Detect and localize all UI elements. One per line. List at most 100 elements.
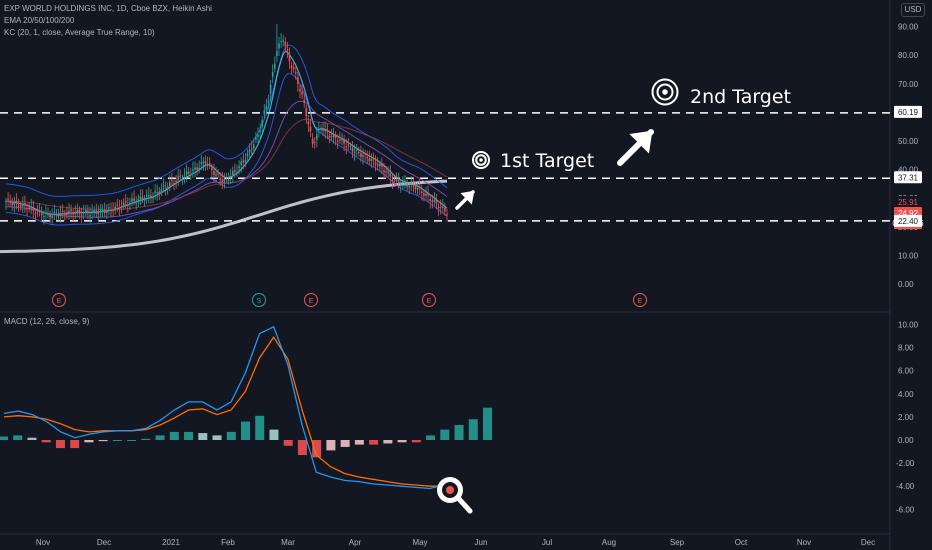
candle-body (351, 147, 354, 152)
target2-bullseye-icon (651, 78, 679, 106)
candle-body (110, 209, 112, 211)
macd-tick-label: 4.00 (898, 390, 914, 399)
candle-body (282, 40, 284, 42)
candle-body (45, 212, 47, 214)
candle-body (26, 208, 28, 210)
macd-histogram-bar (354, 440, 364, 445)
macd-tick-label: 8.00 (898, 344, 914, 353)
candle-body (416, 187, 419, 190)
candle-body (120, 206, 123, 208)
time-tick-label: Jun (475, 538, 488, 547)
candle-body (406, 183, 408, 187)
candle-body (49, 214, 51, 218)
candle-body (185, 171, 188, 175)
candle-body (370, 158, 373, 162)
candle-body (238, 166, 240, 169)
macd-histogram-bar (98, 440, 108, 442)
candle-body (316, 134, 318, 140)
candle-body (236, 172, 238, 174)
event-marker-letter: S (257, 298, 262, 305)
candle-body (55, 214, 58, 216)
candle-body (145, 195, 148, 197)
candle-body (259, 130, 261, 132)
candle-body (108, 207, 110, 209)
candle-body (318, 128, 320, 131)
arrow-head (629, 130, 653, 154)
macd-histogram-bar (70, 440, 80, 449)
candle-body (339, 139, 341, 141)
candle-body (99, 208, 102, 210)
candle-body (124, 201, 127, 203)
candle-body (366, 157, 368, 159)
candle-body (229, 176, 232, 178)
candle-body (341, 138, 343, 141)
candle-body (129, 202, 131, 204)
macd-tick-label: -4.00 (896, 482, 915, 491)
candle-body (217, 173, 219, 175)
candle-body (397, 180, 400, 184)
price-tick-label: 10.00 (898, 251, 919, 260)
candle-body (267, 100, 270, 103)
candle-body (295, 72, 297, 74)
candle-body (150, 195, 152, 199)
macd-histogram-bar (369, 440, 379, 445)
candle-body (393, 179, 396, 181)
event-marker-letter: E (427, 298, 432, 305)
macd-histogram-bar (411, 440, 421, 443)
candle-body (227, 179, 230, 181)
candle-body (179, 175, 182, 177)
target1-bullseye-icon (472, 151, 490, 169)
candle-body (297, 77, 299, 84)
candle-body (263, 110, 266, 115)
currency-button[interactable]: USD (901, 3, 925, 17)
event-marker-e: E (52, 293, 66, 307)
candle-body (103, 210, 106, 214)
magnifier-dot (446, 486, 454, 494)
candle-body (248, 149, 251, 153)
macd-tick-label: 6.00 (898, 367, 914, 376)
candle-body (307, 121, 310, 125)
candle-body (347, 144, 350, 146)
bullseye-dot (662, 89, 668, 95)
event-marker-circle (252, 293, 266, 307)
macd-histogram-bar (127, 440, 137, 441)
badge-high: 25.91 (894, 196, 922, 208)
macd-histogram-bar (84, 440, 94, 443)
candle-body (11, 202, 14, 206)
candle-body (429, 199, 431, 201)
target1-label: 1st Target (500, 150, 595, 172)
candle-body (418, 186, 421, 188)
macd-legend: MACD (12, 26, close, 9) (4, 317, 90, 326)
candle-body (208, 163, 211, 165)
time-tick-label: May (412, 538, 427, 547)
macd-histogram-bar (297, 440, 307, 456)
macd-tick-label: -6.00 (896, 505, 915, 514)
candle-body (106, 210, 108, 213)
candle-body (425, 193, 427, 196)
candle-body (173, 183, 175, 185)
candles (5, 24, 448, 226)
candle-body (404, 182, 406, 184)
candle-body (36, 211, 39, 213)
candle-body (202, 161, 205, 164)
candle-body (303, 99, 305, 103)
candle-body (137, 198, 140, 200)
candle-body (34, 213, 37, 215)
price-tick-label: 70.00 (898, 80, 919, 89)
event-marker-circle (304, 293, 318, 307)
candle-body (244, 160, 247, 163)
candle-body (376, 164, 379, 167)
candle-body (72, 213, 74, 215)
candle-body (213, 171, 215, 175)
grid (0, 0, 891, 550)
candle-body (78, 209, 81, 213)
time-tick-label: Dec (97, 538, 111, 547)
candle-body (234, 169, 236, 172)
candle-body (225, 177, 228, 179)
candle-body (299, 88, 301, 92)
macd-histogram-bar (112, 440, 122, 441)
candle-body (164, 187, 167, 189)
macd-histogram-bar (255, 415, 265, 440)
